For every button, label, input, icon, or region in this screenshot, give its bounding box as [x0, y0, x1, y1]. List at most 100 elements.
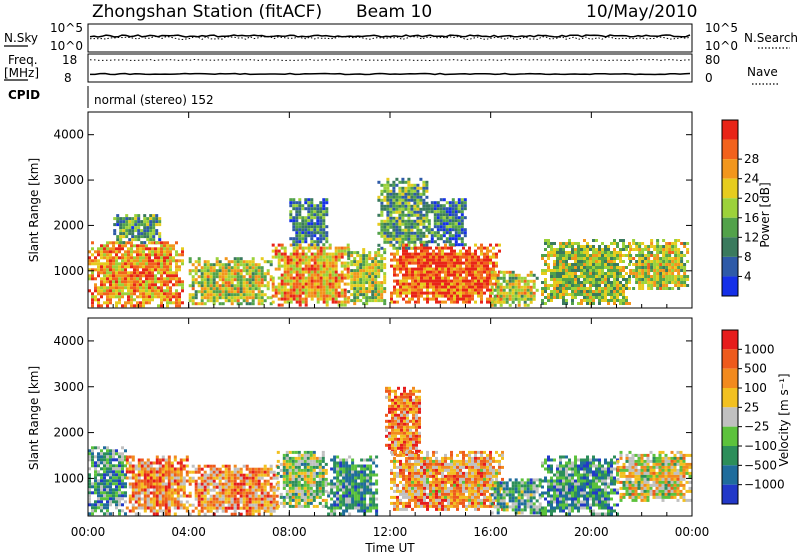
power-cell [471, 274, 474, 277]
power-cell [411, 292, 414, 295]
power-cell [438, 283, 441, 286]
power-cell [320, 250, 323, 253]
power-cell [299, 262, 302, 265]
power-cell [249, 260, 252, 263]
power-cell [136, 262, 139, 265]
power-cell [332, 277, 335, 280]
power-cell [610, 254, 613, 257]
power-cell [341, 289, 344, 292]
power-cell [568, 251, 571, 254]
power-cell [314, 256, 317, 259]
velocity-cell [106, 506, 109, 509]
power-cell [152, 220, 155, 223]
power-cell [541, 281, 544, 284]
power-cell [438, 277, 441, 280]
power-cell [121, 295, 124, 298]
power-cell [607, 260, 610, 263]
power-cell [134, 214, 137, 217]
velocity-cell [159, 486, 162, 489]
velocity-cell [219, 483, 222, 486]
power-cell [166, 283, 169, 286]
power-cell [607, 272, 610, 275]
power-cell [449, 210, 452, 213]
power-cell [106, 256, 109, 259]
power-cell [438, 253, 441, 256]
power-cell [571, 263, 574, 266]
power-cell [628, 281, 631, 284]
power-cell [461, 243, 464, 246]
velocity-cell [261, 498, 264, 501]
power-cell [500, 289, 503, 292]
power-cell [160, 289, 163, 292]
power-cell [426, 301, 429, 304]
velocity-cell [270, 468, 273, 471]
velocity-cell [183, 480, 186, 483]
velocity-cell [243, 498, 246, 501]
power-cell [459, 268, 462, 271]
power-cell [653, 272, 656, 275]
power-cell [429, 280, 432, 283]
velocity-cell [225, 471, 228, 474]
velocity-cell [103, 506, 106, 509]
power-cell [365, 296, 368, 299]
power-cell [423, 262, 426, 265]
power-cell [319, 210, 322, 213]
velocity-cell [144, 492, 147, 495]
power-cell [417, 256, 420, 259]
power-cell [213, 293, 216, 296]
power-cell [665, 269, 668, 272]
velocity-cell [177, 474, 180, 477]
power-cell [322, 222, 325, 225]
power-cell [292, 204, 295, 207]
power-cell [453, 274, 456, 277]
velocity-cell [225, 486, 228, 489]
power-cell [115, 283, 118, 286]
power-cell [607, 248, 610, 251]
power-cell [124, 268, 127, 271]
power-cell [198, 269, 201, 272]
power-cell [432, 268, 435, 271]
velocity-cell [307, 484, 310, 487]
power-cell [619, 260, 622, 263]
power-cell [157, 277, 160, 280]
velocity-cell [180, 471, 183, 474]
power-cell [133, 250, 136, 253]
velocity-cell [295, 505, 298, 508]
power-cell [380, 193, 383, 196]
power-cell [474, 286, 477, 289]
power-cell [237, 275, 240, 278]
power-cell [148, 259, 151, 262]
power-cell [304, 219, 307, 222]
power-cell [450, 295, 453, 298]
power-cell [151, 283, 154, 286]
velocity-cell [189, 480, 192, 483]
power-cell [426, 280, 429, 283]
power-cell [653, 281, 656, 284]
power-cell [389, 190, 392, 193]
power-cell [683, 281, 686, 284]
power-cell [281, 253, 284, 256]
power-cell [100, 304, 103, 307]
power-cell [431, 231, 434, 234]
power-cell [284, 292, 287, 295]
power-cell [293, 280, 296, 283]
power-cell [118, 268, 121, 271]
power-cell [583, 296, 586, 299]
power-cell [356, 254, 359, 257]
power-cell [100, 292, 103, 295]
power-cell [243, 269, 246, 272]
velocity-cell [234, 468, 237, 471]
power-cell [616, 281, 619, 284]
power-cell [246, 266, 249, 269]
power-cell [145, 295, 148, 298]
power-cell [413, 208, 416, 211]
power-cell [422, 223, 425, 226]
velocity-cell [228, 504, 231, 507]
power-cell [399, 259, 402, 262]
power-cell [428, 240, 431, 243]
power-cell [562, 266, 565, 269]
velocity-cell [283, 466, 286, 469]
power-cell [350, 281, 353, 284]
power-cell [659, 272, 662, 275]
power-cell [313, 240, 316, 243]
